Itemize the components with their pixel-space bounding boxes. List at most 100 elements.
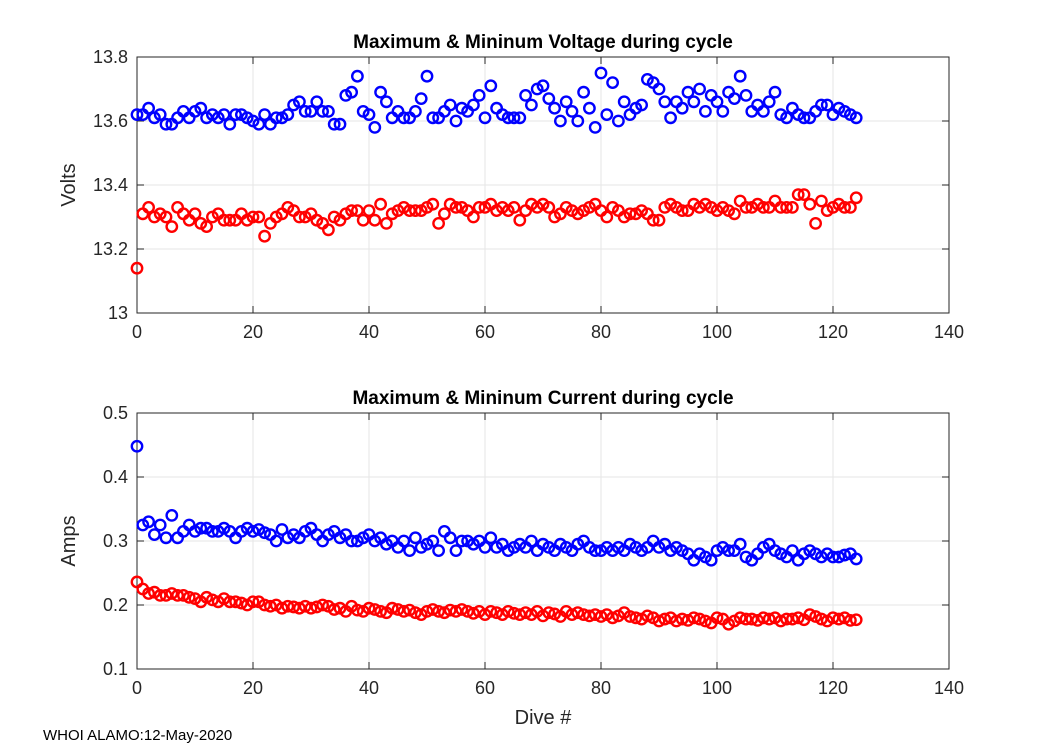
current-data-point <box>281 599 295 613</box>
voltage-data-point <box>600 108 614 122</box>
voltage-y-tick-label: 13.6 <box>93 111 128 131</box>
footer-stamp: WHOI ALAMO:12-May-2020 <box>43 727 233 744</box>
current-data-point <box>461 605 474 618</box>
current-panel: 0 20 40 60 80 100 120 140 0.1 0.2 0.3 0.4 0.5 Maximum… <box>58 388 964 729</box>
voltage-data-point <box>675 204 689 218</box>
voltage-data-point <box>675 101 689 115</box>
current-data-point <box>432 605 445 618</box>
current-x-axis-label: Dive # <box>515 707 573 729</box>
current-data-point <box>791 611 805 625</box>
voltage-data-point <box>525 98 538 112</box>
current-data-point <box>525 534 538 548</box>
voltage-data-point <box>507 111 521 125</box>
current-data-point <box>733 537 747 551</box>
current-data-point <box>327 603 341 616</box>
voltage-y-tick-label: 13.4 <box>93 175 128 195</box>
current-data-point <box>246 595 260 609</box>
current-data-point <box>397 605 411 618</box>
current-data-point <box>304 601 318 615</box>
current-data-point <box>426 534 440 548</box>
voltage-data-point <box>374 197 387 211</box>
voltage-data-point <box>443 98 457 112</box>
voltage-data-point <box>728 207 741 221</box>
voltage-data-point <box>316 105 329 118</box>
voltage-data-point <box>368 213 382 227</box>
voltage-data-point <box>362 204 376 218</box>
current-data-point <box>849 613 863 627</box>
current-data-point <box>606 611 619 625</box>
current-data-point <box>571 606 585 620</box>
voltage-data-point <box>728 92 741 106</box>
current-series-max <box>130 439 863 567</box>
current-data-point <box>629 611 643 625</box>
voltage-data-point <box>310 95 324 109</box>
current-data-point <box>762 612 776 626</box>
current-data-point <box>832 550 846 564</box>
voltage-panel: 0 20 40 60 80 100 120 140 13 13.2 13.4 13.6 13.8 Maxi… <box>58 32 964 342</box>
current-data-point <box>652 614 666 628</box>
voltage-data-point <box>739 200 753 214</box>
current-data-point <box>426 603 440 616</box>
voltage-data-point <box>559 95 573 109</box>
current-data-point <box>374 605 387 618</box>
current-data-point <box>408 531 422 545</box>
voltage-data-point <box>594 66 608 80</box>
current-data-point <box>722 544 735 557</box>
voltage-data-point <box>780 200 793 214</box>
current-data-point <box>501 605 515 618</box>
current-x-tick-label: 120 <box>818 678 848 698</box>
voltage-data-point <box>130 261 144 275</box>
current-data-point <box>292 601 306 615</box>
voltage-data-point <box>484 79 498 93</box>
current-data-point <box>455 534 469 548</box>
voltage-data-point <box>797 111 811 125</box>
current-data-point <box>443 603 457 617</box>
current-data-point <box>745 612 759 626</box>
current-data-point <box>153 589 167 602</box>
voltage-data-point <box>397 111 411 125</box>
voltage-y-tick-label: 13 <box>108 303 128 323</box>
voltage-data-point <box>414 92 428 106</box>
current-data-point <box>542 606 556 620</box>
voltage-data-point <box>542 200 556 214</box>
current-x-tick-label: 140 <box>934 678 964 698</box>
current-data-point <box>310 600 324 614</box>
voltage-x-tick-label: 60 <box>475 322 495 342</box>
voltage-data-point <box>426 197 440 211</box>
voltage-data-point <box>588 121 602 134</box>
current-data-point <box>513 608 527 621</box>
current-data-point <box>159 531 173 545</box>
current-x-tick-label: 100 <box>702 678 732 698</box>
current-series-min <box>130 575 863 631</box>
current-data-point <box>385 601 399 615</box>
current-data-point <box>432 544 445 557</box>
current-data-point <box>675 612 689 626</box>
voltage-data-point <box>292 95 306 109</box>
voltage-data-point <box>449 200 463 214</box>
voltage-data-point <box>472 200 486 214</box>
current-data-point <box>815 612 828 626</box>
current-data-point <box>246 525 260 538</box>
current-data-point <box>420 605 434 618</box>
current-data-point <box>519 606 532 620</box>
voltage-data-point <box>762 95 776 109</box>
current-data-point <box>594 610 608 623</box>
current-data-point <box>229 595 243 609</box>
voltage-data-point <box>780 111 793 125</box>
current-y-tick-label: 0.1 <box>103 659 128 679</box>
current-data-point <box>803 608 817 621</box>
current-data-point <box>275 601 289 615</box>
voltage-data-point <box>292 210 306 224</box>
current-data-point <box>397 534 411 548</box>
current-data-point <box>408 606 422 620</box>
voltage-data-point <box>194 101 208 115</box>
voltage-data-point <box>820 98 834 112</box>
voltage-data-point <box>757 200 770 214</box>
current-data-point <box>316 598 329 612</box>
voltage-data-point <box>542 92 556 106</box>
current-data-point <box>449 605 463 618</box>
voltage-data-point <box>258 229 271 243</box>
voltage-y-tick-label: 13.2 <box>93 239 128 259</box>
current-data-point <box>223 595 237 609</box>
